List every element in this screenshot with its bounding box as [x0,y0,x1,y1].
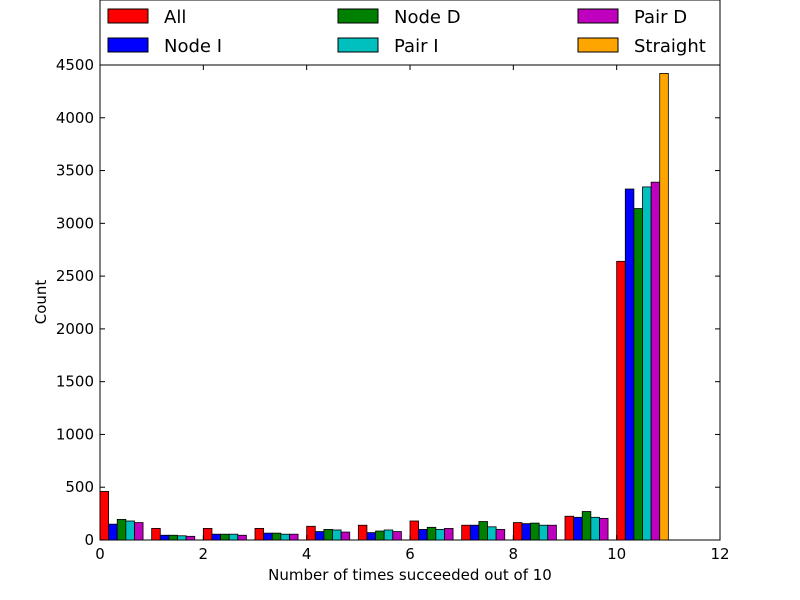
legend-swatch [577,8,619,24]
bar-node-d-1 [168,534,178,541]
bar-pair-i-10 [642,186,652,541]
bar-all-1 [151,527,161,541]
bar-pair-i-6 [435,529,445,541]
bar-node-d-10 [633,208,643,541]
legend-label: Pair I [394,36,439,57]
legend: All Node I Node D Pair I Pair D Straight [99,0,721,66]
y-tick-label: 500 [65,478,94,496]
x-axis-label: Number of times succeeded out of 10 [268,566,552,584]
bar-pair-i-9 [590,516,600,541]
bar-pair-d-1 [185,535,196,541]
bar-node-d-4 [323,529,333,541]
bar-node-i-6 [418,529,428,541]
bar-node-d-9 [581,511,592,541]
legend-swatch [107,37,149,53]
bar-all-2 [202,527,213,541]
y-tick-label: 0 [84,531,94,549]
bar-pair-i-7 [487,526,497,541]
bar-node-d-6 [426,526,437,541]
bar-pair-d-2 [237,534,247,541]
bar-pair-d-0 [134,522,144,541]
legend-swatch [337,37,379,53]
bar-pair-i-3 [280,533,290,541]
x-tick-label: 4 [302,545,312,563]
bar-node-i-2 [211,533,221,541]
plot-area: 0 2 4 6 8 10 12 0 500 1000 1500 2000 2500 3000 3500 40… [56,56,730,563]
legend-item-pair-d: Pair D [577,7,687,28]
y-tick-label: 2000 [56,320,94,338]
legend-swatch [107,8,149,24]
bar-pair-d-10 [650,181,661,541]
bar-all-9 [564,515,575,541]
legend-item-node-d: Node D [337,7,461,28]
legend-label: Straight [634,36,706,57]
legend-item-all: All [107,7,186,28]
bar-pair-i-8 [538,524,549,541]
legend-label: Node D [394,7,461,28]
bar-node-d-0 [116,519,127,541]
bar-straight-10 [659,73,669,541]
bar-pair-i-2 [228,533,239,541]
x-tick-label: 10 [607,545,626,563]
bar-pair-d-8 [547,524,557,541]
bar-node-i-8 [521,523,531,541]
bar-all-7 [461,524,471,541]
y-tick-label: 3000 [56,214,94,232]
bar-node-i-10 [624,188,635,541]
bar-node-d-5 [375,530,385,541]
y-tick-label: 1500 [56,373,94,391]
bar-all-0 [99,491,110,541]
x-tick-label: 0 [95,545,105,563]
bar-node-d-8 [530,522,540,541]
bar-node-i-9 [573,516,583,541]
x-tick-label: 12 [710,545,729,563]
bar-all-3 [254,527,265,541]
x-tick-label: 8 [509,545,519,563]
bar-pair-d-9 [599,517,609,541]
y-axis-label: Count [32,280,50,325]
bar-pair-d-5 [392,531,402,541]
bar-node-i-0 [108,523,118,541]
bar-node-d-2 [220,533,230,541]
bar-all-4 [306,525,316,541]
y-tick-label: 3500 [56,162,94,180]
bar-pair-d-6 [444,527,454,541]
y-tick-label: 4000 [56,109,94,127]
bar-node-d-3 [271,532,282,541]
bar-node-d-7 [478,521,488,541]
bar-pair-i-4 [332,529,342,541]
y-axis-ticks: 0 500 1000 1500 2000 2500 3000 3500 4000 4500 [56,56,720,549]
legend-swatch [577,37,619,53]
x-axis-ticks: 0 2 4 6 8 10 12 [95,65,730,563]
bar-pair-i-0 [125,520,135,541]
legend-item-node-i: Node I [107,36,222,57]
bar-node-i-1 [159,534,170,541]
x-tick-label: 6 [405,545,415,563]
legend-swatch [337,8,379,24]
y-tick-label: 4500 [56,56,94,74]
bar-all-5 [357,524,368,541]
legend-label: Node I [164,36,222,57]
bars [99,73,669,541]
legend-item-straight: Straight [577,36,706,57]
bar-node-i-3 [263,532,273,541]
y-tick-label: 1000 [56,425,94,443]
bar-all-6 [409,520,420,541]
x-tick-label: 2 [199,545,209,563]
bar-pair-d-4 [340,531,351,541]
bar-node-i-7 [469,524,480,541]
legend-item-pair-i: Pair I [337,36,439,57]
bar-pair-d-7 [495,529,506,541]
bar-pair-i-1 [177,535,187,541]
legend-label: All [164,7,186,28]
bar-pair-i-5 [383,529,394,541]
bar-node-i-5 [366,532,376,541]
y-tick-label: 2500 [56,267,94,285]
bar-all-10 [616,260,626,541]
bar-pair-d-3 [289,533,299,541]
bar-node-i-4 [314,531,325,541]
legend-label: Pair D [634,7,687,28]
bar-all-8 [512,522,523,541]
